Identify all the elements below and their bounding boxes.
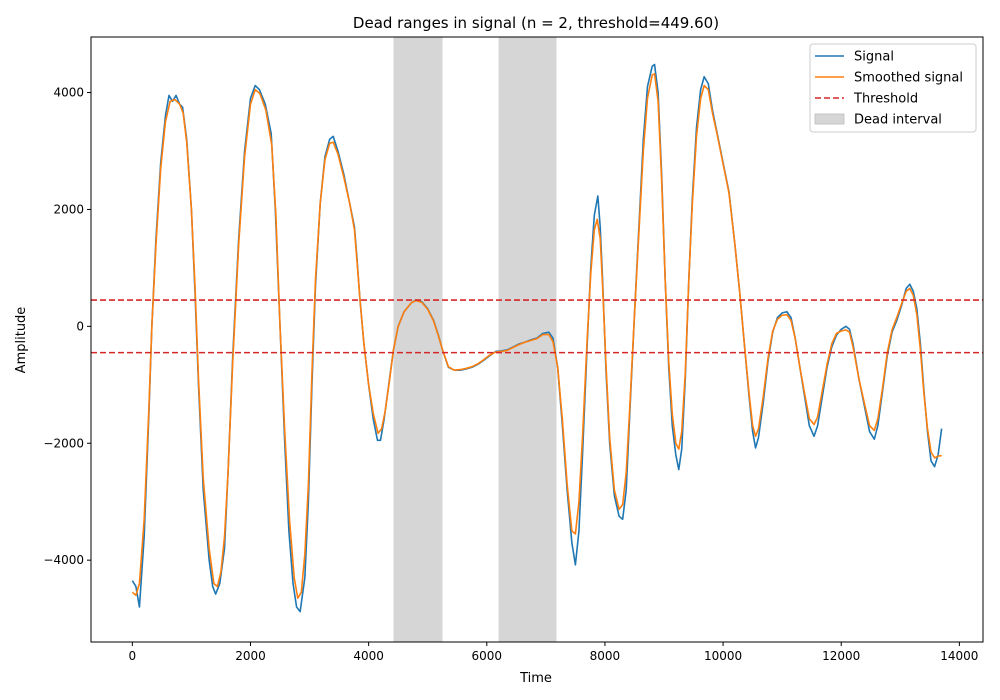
x-tick-label: 12000 [822, 649, 860, 663]
x-tick-label: 6000 [472, 649, 503, 663]
x-tick-label: 0 [129, 649, 137, 663]
legend-box [809, 43, 977, 133]
y-tick-label: −2000 [43, 436, 84, 450]
y-tick-label: 4000 [53, 86, 84, 100]
axes-frame [90, 36, 984, 643]
y-tick-label: −4000 [43, 553, 84, 567]
x-tick-label: 2000 [235, 649, 266, 663]
y-axis-label: Amplitude [14, 307, 29, 374]
legend: Signal Smoothed signal Threshold Dead inter… [809, 43, 977, 133]
legend-swatch-dead-interval [814, 113, 845, 125]
dead-interval-2 [498, 37, 557, 642]
legend-label-dead-interval: Dead interval [854, 113, 942, 128]
y-tick-label: 2000 [53, 202, 84, 216]
y-tick-label: 0 [76, 319, 84, 333]
axis-ticks: 0 2000 4000 6000 8000 10000 12000 14000 −4000 −20… [43, 86, 978, 663]
x-tick-label: 4000 [353, 649, 384, 663]
plot-area [91, 37, 983, 642]
legend-label-threshold: Threshold [853, 92, 918, 107]
dead-interval-1 [393, 37, 443, 642]
legend-label-signal: Signal [854, 50, 894, 65]
smoothed-signal-line [131, 73, 942, 599]
x-tick-label: 14000 [940, 649, 978, 663]
plot-content [91, 37, 983, 642]
x-axis-label: Time [519, 671, 552, 686]
chart-title: Dead ranges in signal (n = 2, threshold=… [353, 14, 719, 32]
x-tick-label: 8000 [590, 649, 621, 663]
x-tick-label: 10000 [704, 649, 742, 663]
legend-label-smoothed-signal: Smoothed signal [854, 71, 963, 86]
